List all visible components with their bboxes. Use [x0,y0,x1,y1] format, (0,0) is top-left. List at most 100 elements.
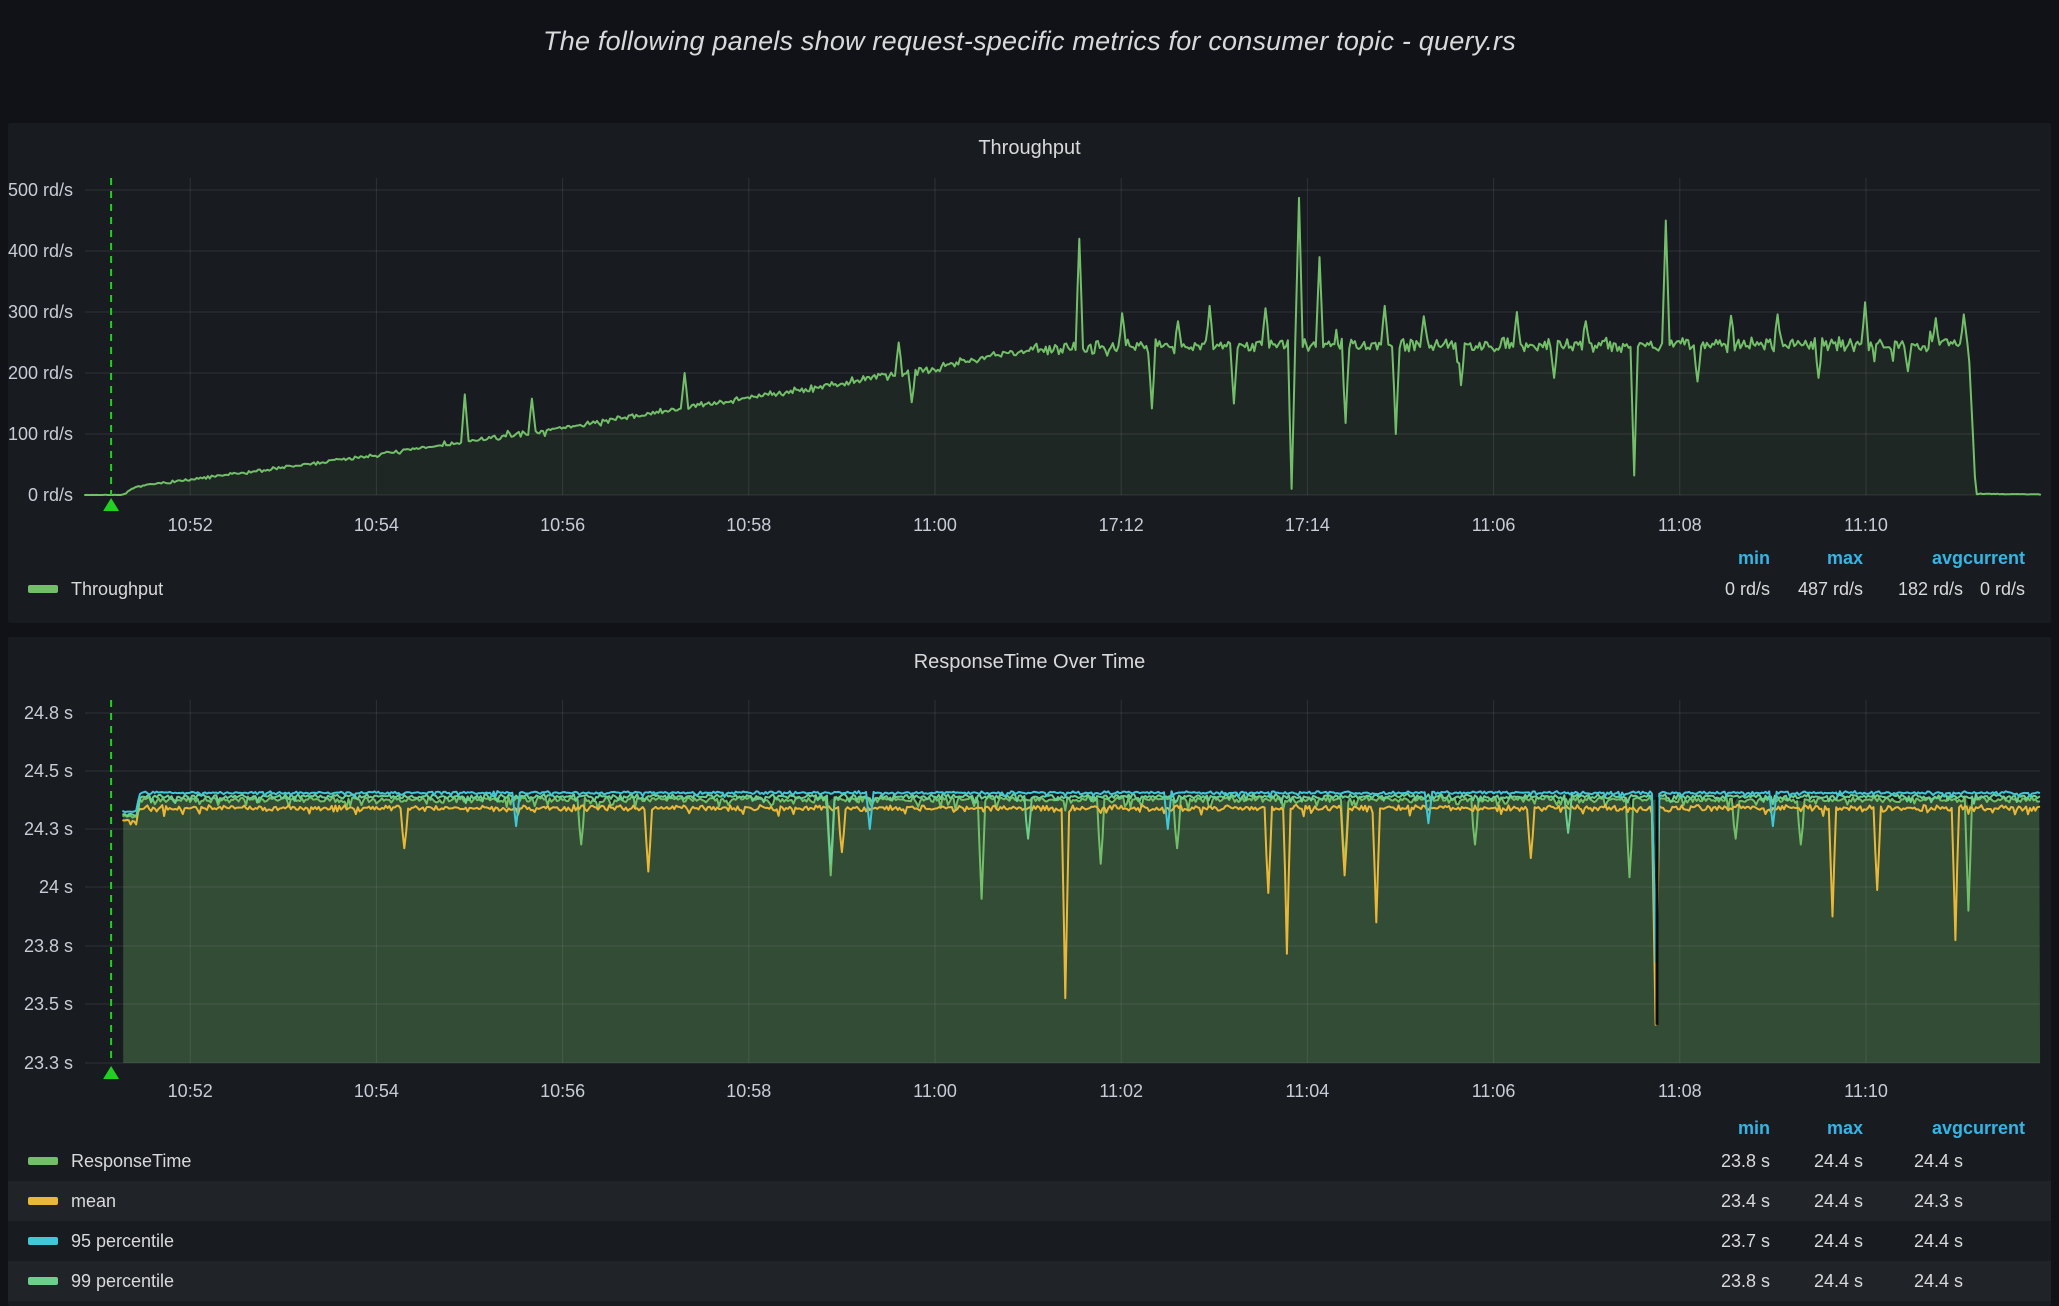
legend-header: min max avg current [8,1115,2051,1141]
legend-row: mean 23.4 s 24.4 s 24.3 s [8,1181,2051,1221]
x-tick-label: 11:10 [1844,515,1888,535]
x-tick-label: 17:14 [1285,515,1330,535]
y-tick-label: 24.5 s [24,761,73,781]
legend-rows: Throughput 0 rd/s 487 rd/s 182 rd/s 0 rd/s [8,571,2051,607]
ResponseTime-line [122,795,2041,942]
x-tick-label: 10:56 [540,1081,585,1101]
throughput-chart[interactable]: 500 rd/s 400 rd/s 300 rd/s 200 rd/s 100 rd/s… [8,123,2051,535]
legend-series-label[interactable]: ResponseTime [28,1151,1675,1172]
legend-header-max[interactable]: max [1826,1117,1863,1138]
legend-stat-min: 0 rd/s [1724,578,1770,599]
legend-stat-max: 24.4 s [1813,1270,1863,1291]
legend-header: min max avg current [8,545,2051,571]
legend-stat-max: 487 rd/s [1797,578,1863,599]
ResponseTime-area [123,796,2041,1063]
x-tick-label: 10:54 [354,515,399,535]
legend-stat-avg: 24.3 s [1913,1190,1963,1211]
legend-header-min[interactable]: min [1737,1117,1770,1138]
y-tick-label: 0 rd/s [28,485,73,505]
legend-stat-avg: 24.4 s [1913,1150,1963,1171]
legend-stat-min: 23.4 s [1720,1190,1770,1211]
legend-series-name: mean [71,1190,117,1211]
y-tick-label: 500 rd/s [8,180,73,200]
legend-header-avg[interactable]: avg [1931,1117,1963,1138]
legend-series-name: Throughput [71,578,164,599]
fills-layer [123,796,2041,1063]
x-tick-label: 11:00 [913,515,957,535]
legend-stat-max: 24.4 s [1813,1230,1863,1251]
annotations-layer [103,178,120,511]
x-tick-label: 11:02 [1099,1081,1143,1101]
x-tick-label: 10:58 [726,515,771,535]
y-tick-label: 23.3 s [24,1053,73,1073]
legend-stat-min: 23.8 s [1720,1150,1770,1171]
legend-series-name: 95 percentile [71,1230,175,1251]
throughput-legend: min max avg current Throughput 0 rd/s 487 rd/s… [8,545,2051,607]
responsetime-panel: ResponseTime Over Time 24.8 s 24.5 s 24.3 … [8,637,2051,1306]
grid-layer: 500 rd/s 400 rd/s 300 rd/s 200 rd/s 100 rd/s… [8,178,2040,535]
x-tick-label: 11:10 [1844,1081,1888,1101]
legend-stat-max: 24.4 s [1813,1190,1863,1211]
x-tick-label: 10:54 [354,1081,399,1101]
legend-header-max[interactable]: max [1826,547,1863,568]
legend-series-label[interactable]: Throughput [28,579,1675,600]
legend-series-label[interactable]: 95 percentile [28,1231,1675,1252]
x-tick-label: 10:52 [168,1081,213,1101]
legend-row: Throughput 0 rd/s 487 rd/s 182 rd/s 0 rd/s [8,571,2051,607]
fills-layer [85,197,2041,495]
legend-series-name: ResponseTime [71,1150,192,1171]
series-layer [122,790,2041,1026]
x-tick-label: 11:06 [1472,515,1516,535]
legend-series-swatch-icon [28,1197,58,1205]
x-tick-label: 11:04 [1286,1081,1330,1101]
responsetime-chart[interactable]: 24.8 s 24.5 s 24.3 s 24 s 23.8 s 23.5 s 23.3 s… [8,637,2051,1107]
x-tick-label: 11:08 [1658,515,1702,535]
legend-header-current[interactable]: current [1963,547,2026,568]
x-tick-label: 17:12 [1099,515,1144,535]
legend-header-min[interactable]: min [1737,547,1770,568]
y-tick-label: 23.8 s [24,936,73,956]
grid-layer: 24.8 s 24.5 s 24.3 s 24 s 23.8 s 23.5 s 23.3 s… [24,700,2040,1101]
legend-series-swatch-icon [28,1157,58,1165]
legend-stat-avg: 182 rd/s [1897,578,1963,599]
x-tick-label: 10:56 [540,515,585,535]
legend-stat-min: 23.8 s [1720,1270,1770,1291]
legend-stat-avg: 24.4 s [1913,1270,1963,1291]
responsetime-legend: min max avg current ResponseTime 23.8 s 24.4 s… [8,1115,2051,1301]
annotation-marker-icon[interactable] [103,1066,120,1079]
x-tick-label: 10:52 [168,515,213,535]
legend-stat-max: 24.4 s [1813,1150,1863,1171]
throughput-panel: Throughput 500 rd/s 400 rd/s 300 rd/s 200 r… [8,123,2051,623]
responsetime-panel-title[interactable]: ResponseTime Over Time [913,651,1146,673]
legend-stat-current: 0 rd/s [1979,578,2025,599]
legend-row: ResponseTime 23.8 s 24.4 s 24.4 s [8,1141,2051,1181]
annotations-layer [103,700,1659,1079]
y-tick-label: 24.3 s [24,819,73,839]
legend-header-current[interactable]: current [1963,1117,2026,1138]
legend-series-name: 99 percentile [71,1270,175,1291]
dashboard-title: The following panels show request-specif… [543,25,1516,56]
throughput-panel-title[interactable]: Throughput [978,137,1081,159]
legend-series-label[interactable]: mean [28,1191,1675,1212]
y-tick-label: 300 rd/s [8,302,73,322]
x-tick-label: 10:58 [726,1081,771,1101]
y-tick-label: 24 s [39,877,73,897]
y-tick-label: 400 rd/s [8,241,73,261]
legend-rows: ResponseTime 23.8 s 24.4 s 24.4 s mean 23.4 s… [8,1141,2051,1301]
y-tick-label: 24.8 s [24,703,73,723]
95 percentile-line [122,790,2041,963]
x-tick-label: 11:00 [913,1081,957,1101]
y-tick-label: 23.5 s [24,994,73,1014]
legend-series-swatch-icon [28,1277,58,1285]
annotation-marker-icon[interactable] [103,498,120,511]
99 percentile-line [122,792,2041,942]
legend-header-avg[interactable]: avg [1931,547,1963,568]
legend-stat-avg: 24.4 s [1913,1230,1963,1251]
series-layer [84,196,2042,496]
legend-row: 99 percentile 23.8 s 24.4 s 24.4 s [8,1261,2051,1301]
y-tick-label: 100 rd/s [8,424,73,444]
x-tick-label: 11:06 [1472,1081,1516,1101]
legend-stat-min: 23.7 s [1720,1230,1770,1251]
dashboard-header: The following panels show request-specif… [0,0,2059,82]
legend-series-label[interactable]: 99 percentile [28,1271,1675,1292]
